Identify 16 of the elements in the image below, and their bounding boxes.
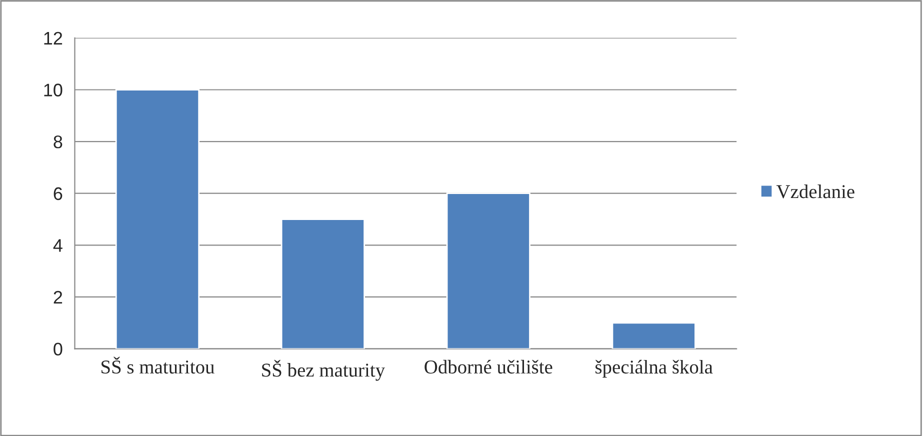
y-tick-label: 4 xyxy=(53,239,62,252)
bar xyxy=(612,322,696,349)
y-tick-label: 0 xyxy=(54,342,62,356)
legend-label: Vzdelanie xyxy=(776,184,854,198)
y-tick-label: 10 xyxy=(44,84,62,96)
bar xyxy=(446,192,530,349)
y-tick-label: 8 xyxy=(54,135,62,148)
bar xyxy=(115,89,200,349)
x-tick-label: SŠ bez maturity xyxy=(262,360,385,381)
x-tick-label: SŠ s maturitou xyxy=(102,356,214,374)
x-tick-label: Odborné učilište xyxy=(424,360,552,374)
y-tick-label: 2 xyxy=(54,290,62,304)
x-tick-label: špeciálna škola xyxy=(596,360,713,378)
bar xyxy=(280,218,365,349)
y-tick-label: 6 xyxy=(54,187,62,200)
y-tick-label: 12 xyxy=(44,32,62,44)
